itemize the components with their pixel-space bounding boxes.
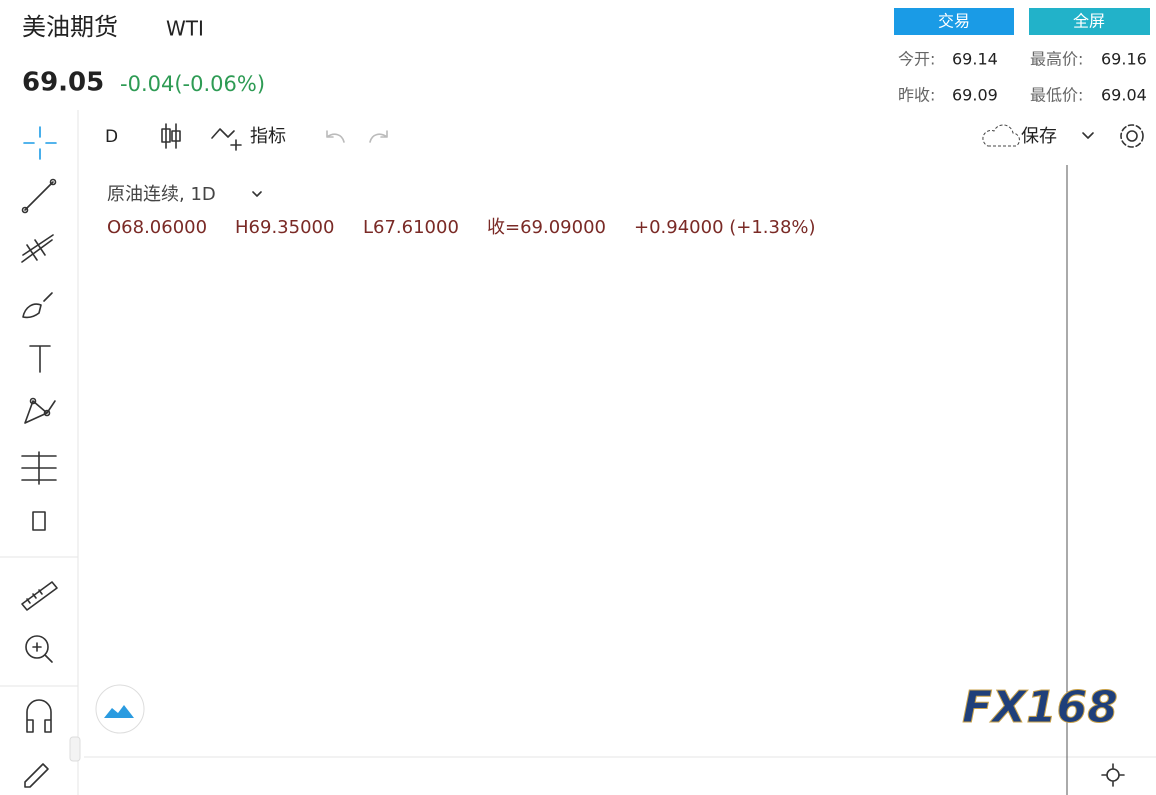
stat-value: 69.04: [1101, 86, 1147, 105]
stat-value: 69.14: [952, 50, 998, 69]
indicators-button[interactable]: 指标: [250, 126, 286, 147]
undo-redo[interactable]: [326, 130, 388, 143]
symbol: WTI: [166, 17, 204, 41]
fullscreen-button-label[interactable]: 全屏: [1073, 12, 1105, 31]
settings-icon[interactable]: [1120, 124, 1144, 148]
trade-button-label[interactable]: 交易: [938, 12, 970, 31]
save-menu[interactable]: [1082, 132, 1094, 139]
title: 美油期货: [22, 13, 118, 41]
widget-icon: [104, 705, 134, 718]
legend-change: +0.94000 (+1.38%): [634, 217, 816, 238]
legend-low: L67.61000: [363, 217, 459, 238]
cloud-icon[interactable]: [982, 124, 1020, 147]
stat-label: 今开:: [898, 50, 935, 69]
candle-type-button[interactable]: [161, 123, 181, 149]
legend-open: O68.06000: [107, 217, 207, 238]
crosshair-tool[interactable]: [23, 126, 57, 160]
legend-menu[interactable]: [252, 191, 262, 197]
stat-label: 昨收:: [898, 86, 935, 105]
drawing-tools[interactable]: [21, 178, 58, 788]
legend-high: H69.35000: [235, 217, 334, 238]
legend-symbol: 原油连续, 1D: [107, 184, 216, 205]
legend-close: 收=69.09000: [487, 217, 606, 238]
indicators-icon[interactable]: [211, 128, 242, 151]
save-button[interactable]: 保存: [1021, 126, 1057, 147]
stat-label: 最低价:: [1030, 86, 1083, 105]
stat-label: 最高价:: [1030, 50, 1083, 69]
collapse-handle[interactable]: [69, 736, 81, 762]
interval[interactable]: D: [105, 127, 118, 147]
stat-value: 69.16: [1101, 50, 1147, 69]
trade-button[interactable]: [894, 8, 1014, 35]
price: 69.05: [22, 68, 104, 98]
axis-settings[interactable]: [1101, 763, 1125, 787]
widget-button[interactable]: [95, 684, 145, 734]
stat-value: 69.09: [952, 86, 998, 105]
legend-ohlc: O68.06000 H69.35000 L67.61000 收=69.09000…: [107, 217, 816, 238]
fullscreen-button[interactable]: [1029, 8, 1150, 35]
watermark: FX168: [962, 682, 1118, 733]
price-change: -0.04(-0.06%): [120, 72, 265, 96]
